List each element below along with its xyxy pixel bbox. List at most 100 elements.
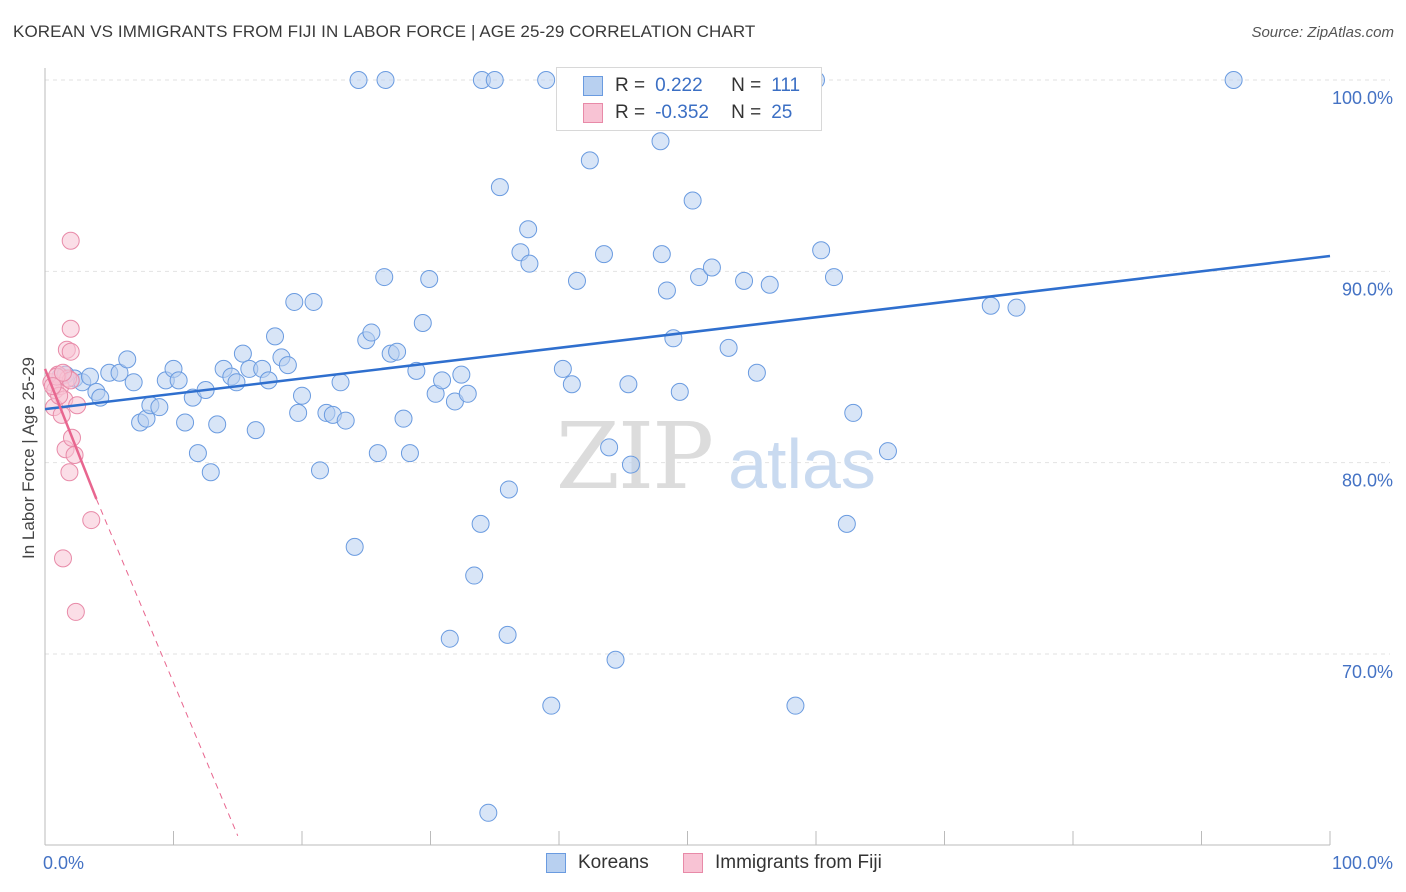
point-koreans	[458, 384, 477, 403]
point-koreans	[1007, 298, 1026, 317]
point-koreans	[594, 245, 613, 264]
point-fiji	[61, 231, 80, 250]
point-koreans	[981, 296, 1000, 315]
point-fiji	[53, 363, 72, 382]
bottom-legend-fiji: Immigrants from Fiji	[683, 852, 882, 874]
legend-r-label: R =	[615, 75, 646, 96]
point-koreans	[542, 696, 561, 715]
y-tick-label: 70.0%	[1342, 662, 1393, 682]
legend-n-value: 25	[771, 102, 793, 123]
bottom-legend-label-fiji: Immigrants from Fiji	[715, 852, 882, 873]
point-koreans	[1224, 71, 1243, 89]
point-koreans	[812, 241, 831, 260]
point-koreans	[824, 268, 843, 287]
tick-labels: 70.0% 80.0% 90.0% 100.0% 0.0% 100.0%	[43, 88, 1393, 873]
point-koreans	[786, 696, 805, 715]
point-koreans	[498, 625, 517, 644]
bottom-legend-label-koreans: Koreans	[578, 852, 649, 873]
point-koreans	[670, 382, 689, 401]
point-koreans	[110, 363, 129, 382]
point-koreans	[683, 191, 702, 210]
point-koreans	[201, 463, 220, 482]
point-koreans	[188, 444, 207, 463]
point-koreans	[651, 132, 670, 151]
point-fiji	[61, 319, 80, 338]
y-axis-label: In Labor Force | Age 25-29	[19, 357, 38, 559]
point-koreans	[735, 271, 754, 290]
legend-n-value: 111	[771, 75, 801, 96]
point-koreans	[452, 365, 471, 384]
point-koreans	[747, 363, 766, 382]
point-koreans	[413, 313, 432, 332]
point-koreans	[124, 373, 143, 392]
watermark-atlas: atlas	[728, 425, 876, 503]
point-koreans	[499, 480, 518, 499]
point-koreans	[520, 254, 539, 273]
legend-swatch-koreans	[583, 76, 603, 96]
point-koreans	[479, 803, 498, 822]
point-koreans	[471, 514, 490, 533]
legend-n-label: N =	[731, 102, 762, 123]
point-koreans	[719, 338, 738, 357]
y-tick-label: 100.0%	[1332, 88, 1393, 108]
point-koreans	[304, 292, 323, 311]
point-koreans	[233, 344, 252, 363]
trend-line-koreans	[44, 254, 1331, 411]
bottom-legend-swatch-koreans	[546, 853, 566, 873]
point-koreans	[400, 444, 419, 463]
stats-legend: R = 0.222 N = 111 R = -0.352 N = 25	[556, 67, 822, 131]
point-koreans	[169, 371, 188, 390]
x-tick-label: 100.0%	[1332, 853, 1393, 873]
watermark-zip: ZIP	[556, 403, 712, 510]
point-koreans	[420, 269, 439, 288]
point-koreans	[349, 71, 368, 89]
series-fiji	[42, 231, 101, 621]
point-koreans	[567, 271, 586, 290]
legend-r-label: R =	[615, 102, 646, 123]
point-koreans	[375, 268, 394, 287]
point-koreans	[285, 292, 304, 311]
chart-title: KOREAN VS IMMIGRANTS FROM FIJI IN LABOR …	[13, 22, 756, 41]
source-label: Source: ZipAtlas.com	[1251, 24, 1394, 41]
trend-line-fiji-extension	[95, 498, 239, 836]
point-koreans	[278, 356, 297, 375]
bottom-legend-swatch-fiji	[683, 853, 703, 873]
bottom-legend-koreans: Koreans	[546, 852, 649, 874]
legend-r-value: 0.222	[655, 75, 703, 96]
point-fiji	[82, 511, 101, 530]
legend-row-fiji: R = -0.352 N = 25	[583, 100, 792, 126]
legend-n-label: N =	[731, 75, 762, 96]
point-koreans	[336, 411, 355, 430]
point-koreans	[345, 537, 364, 556]
point-koreans	[652, 245, 671, 264]
point-fiji	[66, 602, 85, 621]
point-koreans	[266, 327, 285, 346]
point-koreans	[440, 629, 459, 648]
trend-lines	[43, 254, 1331, 836]
point-fiji	[60, 463, 79, 482]
point-koreans	[388, 342, 407, 361]
legend-r-value: -0.352	[655, 102, 709, 123]
point-koreans	[259, 371, 278, 390]
point-koreans	[465, 566, 484, 585]
watermark: ZIP atlas	[556, 403, 876, 510]
point-koreans	[376, 71, 395, 89]
point-koreans	[837, 514, 856, 533]
point-koreans	[80, 367, 99, 386]
point-koreans	[368, 444, 387, 463]
point-koreans	[878, 442, 897, 461]
axes	[44, 68, 1331, 846]
point-koreans	[519, 220, 538, 239]
y-tick-label: 90.0%	[1342, 279, 1393, 299]
point-koreans	[760, 275, 779, 294]
point-koreans	[844, 403, 863, 422]
point-koreans	[433, 371, 452, 390]
point-fiji	[61, 342, 80, 361]
trend-line-fiji	[43, 368, 98, 500]
point-koreans	[580, 151, 599, 170]
point-koreans	[118, 350, 137, 369]
point-koreans	[246, 421, 265, 440]
y-tick-label: 80.0%	[1342, 471, 1393, 491]
point-koreans	[176, 413, 195, 432]
